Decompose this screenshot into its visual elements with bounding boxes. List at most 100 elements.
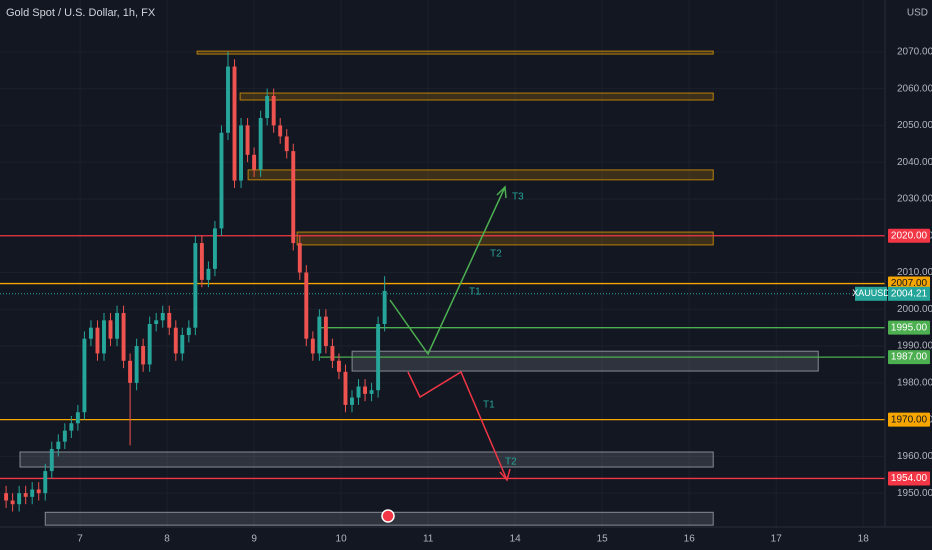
zone (19, 451, 714, 468)
zone (247, 169, 714, 181)
candle-body (180, 335, 185, 354)
candle-body (69, 423, 74, 431)
y-tick-label: 2000.00 (897, 304, 932, 315)
event-icon[interactable] (381, 509, 395, 523)
candle-body (186, 327, 191, 336)
zone (196, 50, 714, 55)
candle-body (82, 338, 87, 413)
candle-body (30, 489, 35, 497)
candle-body (271, 95, 276, 126)
current-price-tag (888, 286, 930, 301)
symbol-tag-label: XAUUSD (852, 288, 890, 298)
candle-body (167, 312, 172, 328)
candle-body (219, 132, 224, 229)
price-tag (888, 471, 930, 486)
arrow-head (499, 468, 511, 482)
y-tick-label: 2070.00 (897, 46, 932, 57)
y-tick-label: 1950.00 (897, 488, 932, 499)
candle-body (141, 346, 146, 365)
x-tick-label: 17 (771, 534, 783, 545)
candle-body (88, 327, 93, 339)
x-tick-label: 16 (684, 534, 696, 545)
candle-body (115, 312, 120, 339)
candle-body (75, 412, 80, 424)
candle-body (336, 360, 341, 372)
x-tick-label: 9 (251, 534, 257, 545)
candle-body (323, 316, 328, 347)
candle-body (95, 327, 100, 354)
candle-body (193, 243, 198, 328)
candle-body (356, 386, 361, 398)
candle-body (128, 360, 133, 383)
candle-body (252, 154, 257, 170)
candle-body (23, 493, 28, 497)
price-tag-label: 1970.00 (891, 414, 928, 425)
price-tag (888, 350, 930, 365)
candle-body (134, 346, 139, 383)
currency: USD (907, 8, 928, 19)
candle-body (291, 151, 296, 244)
price-tag-label: 1995.00 (891, 322, 928, 333)
projection-arrows (389, 185, 511, 482)
candle-body (62, 430, 67, 442)
chart-title: Gold Spot / U.S. Dollar, 1h, FX (6, 7, 156, 19)
candle-body (258, 118, 263, 170)
levels (0, 235, 885, 480)
current-price-label: 2004.21 (891, 288, 928, 299)
annotation: T1 (483, 400, 495, 411)
x-tick-label: 7 (77, 534, 83, 545)
candles (4, 51, 387, 512)
candle-body (154, 320, 159, 324)
candle-body (317, 316, 322, 354)
x-tick-label: 18 (858, 534, 870, 545)
candle-body (297, 243, 302, 273)
candle-body (43, 471, 48, 494)
arrow-head (496, 185, 507, 199)
price-tag (888, 412, 930, 427)
candle-body (36, 489, 41, 494)
candle-body (226, 66, 230, 133)
price-tag (888, 228, 930, 243)
bull-path (389, 186, 506, 356)
y-tick-label: 2050.00 (897, 120, 932, 131)
symbol-tag (855, 286, 887, 301)
price-tag-label: 2020.00 (891, 230, 928, 241)
zone (296, 231, 714, 246)
candle-body (199, 243, 204, 280)
zone (351, 350, 819, 372)
candle-body (49, 449, 54, 472)
annotation: T1 (469, 287, 481, 298)
candle-body (108, 320, 113, 339)
candle-body (102, 320, 106, 354)
candle-body (245, 125, 250, 155)
zone (239, 92, 714, 101)
candle-body (284, 136, 289, 152)
candle-body (304, 272, 309, 339)
y-tick-label: 2030.00 (897, 194, 932, 205)
y-tick-label: 1980.00 (897, 377, 932, 388)
axes: 1950.00 1960.00 1970.00 1980.00 1990.00 2000.… (77, 46, 932, 544)
candle-body (10, 500, 15, 505)
x-tick-label: 8 (164, 534, 170, 545)
candle-body (121, 312, 126, 361)
x-tick-label: 15 (597, 534, 609, 545)
candle-body (310, 338, 315, 354)
price-tag-label: 1987.00 (891, 352, 928, 363)
y-tick-label: 2010.00 (897, 267, 932, 278)
candle-body (232, 66, 237, 181)
y-tick-label: 2040.00 (897, 157, 932, 168)
candle-body (278, 125, 283, 137)
candle-body (206, 268, 211, 280)
candle-body (4, 493, 9, 501)
candle-body (147, 323, 152, 365)
candle-body (330, 346, 335, 361)
candle-body (343, 371, 348, 405)
price-tag (888, 320, 930, 335)
candle-body (239, 125, 244, 181)
x-tick-label: 14 (510, 534, 522, 545)
candle-body (212, 228, 217, 269)
candle-body (376, 323, 381, 391)
x-tick-label: 10 (336, 534, 348, 545)
candle-body (350, 397, 354, 405)
